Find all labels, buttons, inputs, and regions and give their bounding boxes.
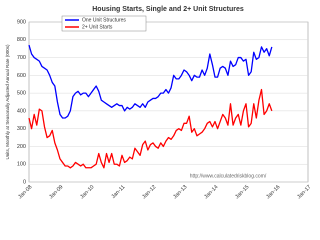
legend-label: 2+ Unit Starts xyxy=(82,24,113,30)
series-line xyxy=(28,44,273,119)
y-tick-label: 400 xyxy=(17,108,26,114)
y-tick-label: 300 xyxy=(17,126,26,132)
y-axis-label: Units, Monthly at Seasonally Adjusted An… xyxy=(5,44,10,160)
y-tick-label: 800 xyxy=(17,37,26,43)
chart: Housing Starts, Single and 2+ Unit Struc… xyxy=(5,5,313,201)
legend-box xyxy=(61,15,147,32)
y-tick-label: 200 xyxy=(17,144,26,150)
y-tick-label: 700 xyxy=(17,55,26,61)
y-tick-label: 100 xyxy=(17,162,26,168)
y-tick-label: 600 xyxy=(17,73,26,79)
series-line xyxy=(28,88,273,169)
y-tick-label: 500 xyxy=(17,91,26,97)
plot-frame xyxy=(28,21,309,183)
chart-title: Housing Starts, Single and 2+ Unit Struc… xyxy=(92,6,244,13)
y-tick-label: 900 xyxy=(17,19,26,25)
source-note: http://www.calculatedriskblog.com/ xyxy=(190,173,267,179)
legend-label: One Unit Structures xyxy=(82,17,126,23)
y-tick-label: 0 xyxy=(23,179,26,185)
